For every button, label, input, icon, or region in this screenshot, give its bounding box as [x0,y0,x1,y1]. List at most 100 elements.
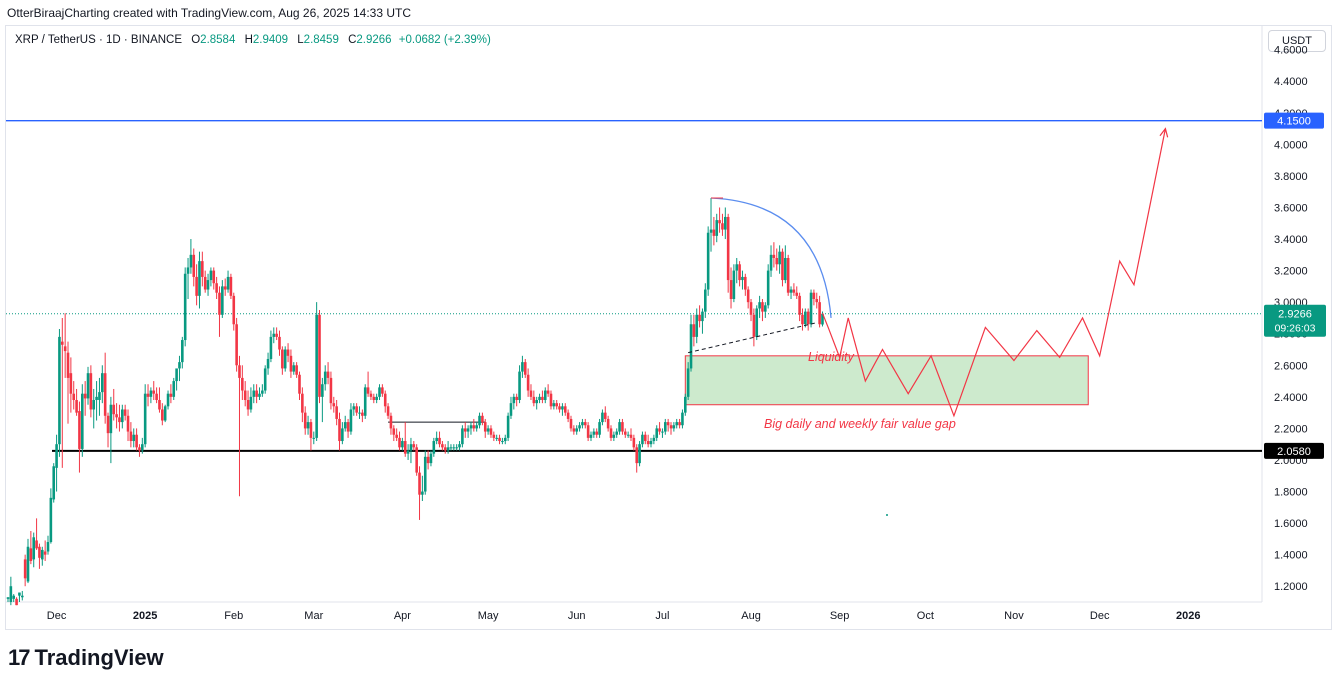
candle-body [261,390,264,394]
candle-body [83,393,87,399]
candle-body [635,447,639,464]
candle-body [792,289,796,293]
candle-body [686,368,690,397]
candle-body [149,390,153,397]
candle-body [32,537,36,560]
candle-body [818,302,821,325]
price-tick-label: 4.0000 [1274,139,1308,151]
candle-body [575,428,579,432]
candle-body [538,396,541,401]
candle-body [678,422,681,426]
candle-body [275,333,278,337]
candle-body [246,400,250,410]
candle-body [683,396,687,413]
candle-body [784,257,787,281]
close-label: C [348,34,357,46]
candle-body [421,491,424,495]
candle-body [163,406,167,421]
candle-body [215,283,218,293]
candle-body [212,270,216,284]
candle-body [672,425,676,429]
candle-body [655,428,659,438]
candle-body [372,396,376,401]
stray-marker [886,514,888,516]
candle-body [623,431,627,435]
rounding-top-curve [710,197,832,319]
candle-body [729,280,733,300]
candle-body [375,396,378,401]
candle-body [666,422,670,426]
candle-body [292,365,296,372]
candle-body [532,396,536,404]
candle-body [498,437,501,442]
candle-body [218,292,221,315]
candle-body [438,437,441,445]
candle-body [769,254,773,271]
candle-body [403,441,407,454]
price-tick-label: 2.2000 [1274,423,1308,435]
candle-body [509,403,513,416]
price-tick-label: 4.6000 [1274,45,1308,57]
candle-body [112,404,116,415]
candle-body [709,229,713,233]
candle-body [363,387,367,416]
candle-body [621,422,624,432]
candle-body [146,393,150,397]
current-price-tag-bg [1264,304,1326,337]
candle-body [461,428,464,445]
candle-body [101,373,104,393]
candle-body [129,431,133,442]
candle-body [303,412,307,429]
candle-body [558,406,561,410]
tradingview-logo[interactable]: 17 TradingView [8,645,164,671]
fair-value-gap-zone [684,355,1089,406]
candle-body [649,441,653,445]
candle-body [15,598,18,606]
candle-body [121,409,124,423]
currency-selector[interactable]: USDT [1268,30,1326,52]
candle-body [601,412,604,423]
candle-body [63,346,67,352]
candle-body [732,270,736,300]
candle-body [358,412,361,414]
candle-body [189,254,193,268]
candle-body [181,340,184,363]
candle-body [629,434,633,438]
candle-body [278,336,281,350]
symbol-label[interactable]: XRP / TetherUS · 1D · BINANCE [15,34,183,46]
candle-body [701,311,704,322]
candle-body [555,403,558,407]
candle-body [563,406,567,413]
candle-body [295,365,298,375]
candle-body [12,595,16,599]
candle-body [355,406,358,413]
candle-body [40,549,44,560]
candle-body [801,314,804,325]
candle-body [735,264,739,271]
candle-body [201,261,204,277]
candle-body [103,373,107,416]
candle-body [535,400,538,404]
candle-body [169,393,173,397]
candle-body [761,302,764,312]
candle-body [332,403,336,407]
time-tick-label: Nov [1004,610,1024,622]
candle-body [764,305,767,312]
projection-arrowhead [1159,127,1169,138]
time-tick-label: 2025 [133,610,157,622]
candle-body [746,289,750,303]
time-tick-label: Mar [304,610,323,622]
candle-body [289,355,293,372]
candle-body [86,373,90,399]
time-tick-label: Sep [830,610,850,622]
candle-body [446,447,450,451]
candle-body [452,447,456,449]
candle-body [789,289,793,293]
candle-body [529,390,533,397]
candle-body [226,276,230,290]
candle-body [338,418,341,442]
candle-body [9,586,13,602]
fvg-label: Big daily and weekly fair value gap [764,417,956,431]
candle-body [369,393,373,397]
